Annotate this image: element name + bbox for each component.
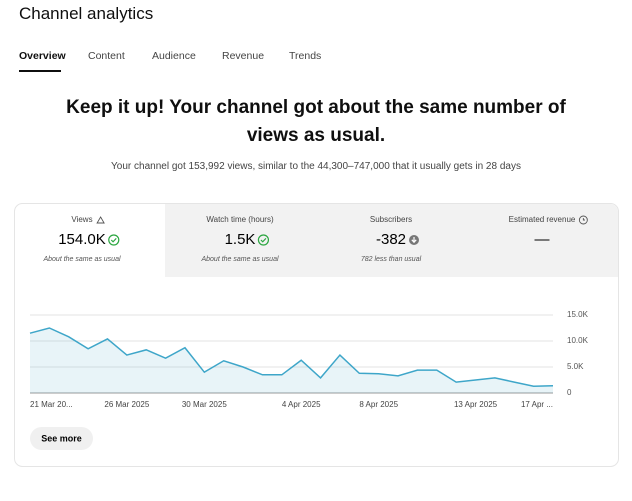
metric-label: Watch time (hours) bbox=[206, 215, 274, 224]
metric-note: 782 less than usual bbox=[361, 256, 422, 263]
metric-value: — bbox=[535, 231, 550, 248]
y-tick-label: 0 bbox=[567, 388, 572, 397]
check-mark bbox=[260, 237, 267, 243]
metric-value: 1.5K bbox=[225, 231, 256, 248]
info-icon bbox=[578, 215, 588, 225]
metric-label: Estimated revenue bbox=[509, 215, 576, 224]
check-mark bbox=[110, 237, 117, 243]
tab[interactable]: Trends bbox=[289, 50, 322, 62]
area bbox=[30, 328, 553, 393]
x-tick-label: 4 Apr 2025 bbox=[282, 400, 321, 409]
metric-note: About the same as usual bbox=[42, 256, 120, 263]
x-tick-label: 17 Apr ... bbox=[521, 400, 553, 409]
tab-underline bbox=[19, 70, 61, 72]
check-icon bbox=[257, 234, 270, 246]
warning-icon bbox=[96, 216, 105, 224]
y-tick-label: 15.0K bbox=[567, 310, 589, 319]
y-tick-label: 10.0K bbox=[567, 336, 589, 345]
headline: Keep it up! Your channel got about the s… bbox=[66, 97, 566, 146]
x-tick-label: 21 Mar 20... bbox=[30, 400, 73, 409]
summary: Your channel got 153,992 views, similar … bbox=[111, 161, 521, 172]
line bbox=[29, 327, 554, 387]
metric-value: 154.0K bbox=[58, 231, 106, 248]
tab[interactable]: Audience bbox=[152, 50, 196, 62]
down-arrow bbox=[411, 237, 417, 244]
metric-note: About the same as usual bbox=[200, 256, 278, 263]
see-more-button[interactable] bbox=[30, 427, 93, 450]
tab[interactable]: Revenue bbox=[222, 50, 265, 62]
metric-label: Views bbox=[71, 215, 92, 224]
tab[interactable]: Overview bbox=[19, 50, 66, 62]
page-title: Channel analytics bbox=[19, 4, 154, 23]
check-icon bbox=[108, 234, 120, 246]
x-tick-label: 26 Mar 2025 bbox=[104, 400, 149, 409]
tab[interactable]: Content bbox=[88, 50, 125, 62]
x-tick-label: 30 Mar 2025 bbox=[182, 400, 227, 409]
info-hand bbox=[582, 218, 585, 221]
metric-label: Subscribers bbox=[370, 215, 412, 224]
y-tick-label: 5.0K bbox=[567, 362, 584, 371]
inactive-cards-bg bbox=[165, 204, 618, 277]
metric-value: -382 bbox=[376, 231, 406, 248]
x-tick-label: 13 Apr 2025 bbox=[454, 400, 498, 409]
panel-border bbox=[14, 203, 619, 467]
see-more-label[interactable]: See more bbox=[41, 433, 82, 443]
x-tick-label: 8 Apr 2025 bbox=[359, 400, 398, 409]
